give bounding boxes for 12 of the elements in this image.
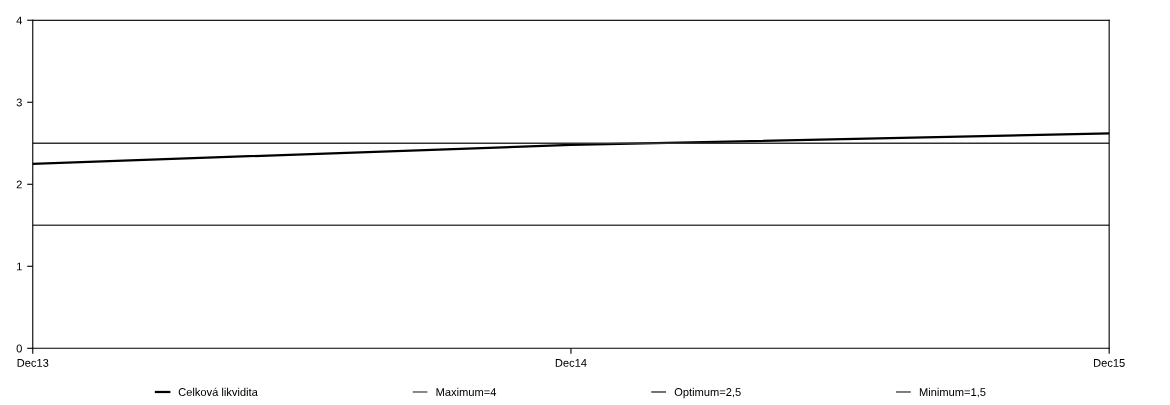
- y-tick-label: 4: [16, 16, 23, 25]
- legend-label: Optimum=2,5: [674, 387, 741, 399]
- y-tick-label: 3: [16, 98, 22, 107]
- legend-label: Minimum=1,5: [919, 387, 986, 398]
- x-tick-label: Dec13: [17, 359, 49, 367]
- x-tick-label: Dec14: [555, 359, 587, 367]
- legend-label: Celková likvidita: [178, 387, 258, 396]
- y-tick-label: 1: [17, 262, 22, 271]
- y-tick-label: 2: [16, 180, 22, 189]
- y-tick-label: 0: [16, 344, 22, 353]
- x-tick-label: Dec15: [1094, 359, 1125, 367]
- legend-label: Maximum=4: [436, 387, 497, 396]
